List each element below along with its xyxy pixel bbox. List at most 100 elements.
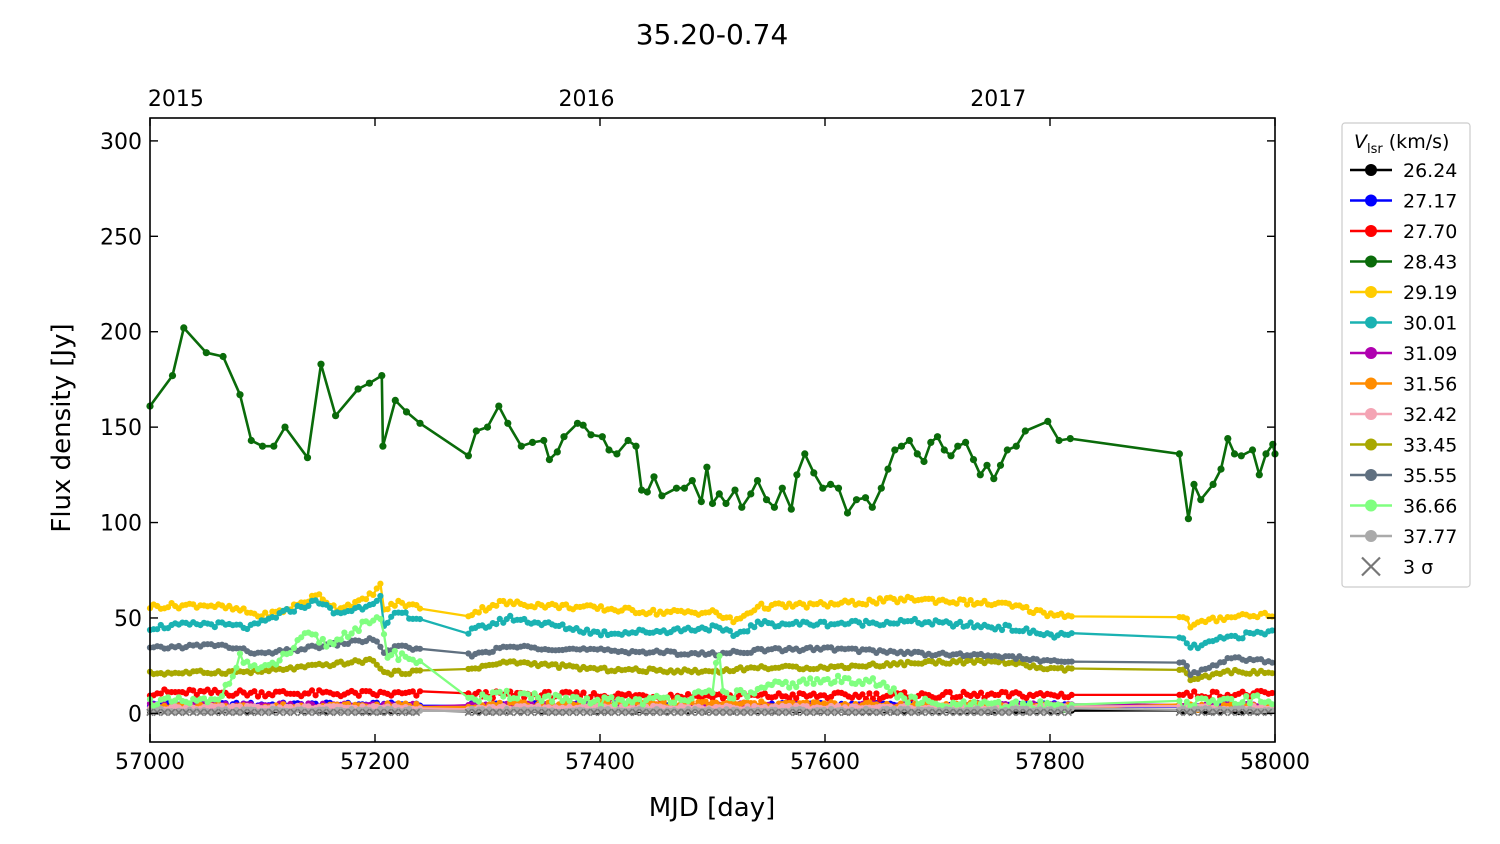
data-point: [154, 626, 161, 633]
data-point: [495, 402, 503, 410]
sigma-marker: [541, 708, 549, 717]
sigma-marker: [1257, 708, 1265, 717]
data-point: [493, 621, 500, 628]
data-point: [186, 700, 193, 707]
data-point: [323, 643, 330, 650]
sigma-marker: [952, 708, 961, 717]
sigma-marker: [189, 708, 197, 717]
legend-marker: [1365, 530, 1377, 542]
data-point: [650, 473, 658, 481]
data-point: [154, 701, 161, 708]
data-point: [303, 454, 312, 462]
data-point: [486, 695, 493, 702]
data-point: [157, 690, 164, 697]
data-point: [583, 626, 591, 633]
sigma-marker: [917, 708, 926, 717]
data-point: [1066, 435, 1074, 443]
data-point: [611, 701, 618, 708]
sigma-marker: [196, 708, 205, 717]
data-point: [1248, 446, 1257, 454]
legend-marker: [1365, 286, 1377, 298]
data-point: [1012, 698, 1020, 705]
data-point: [782, 678, 789, 686]
data-point: [638, 486, 646, 494]
sigma-marker: [645, 708, 654, 717]
data-point: [929, 621, 936, 628]
sigma-marker: [792, 708, 800, 717]
data-point: [608, 694, 615, 701]
legend-sigma-marker: [1361, 556, 1381, 577]
data-point: [555, 693, 563, 700]
data-point: [247, 436, 255, 445]
legend-marker: [1365, 164, 1377, 176]
data-point: [416, 645, 424, 652]
data-point: [969, 456, 978, 464]
sigma-marker: [638, 708, 647, 717]
sigma-marker: [1057, 708, 1066, 717]
data-point: [413, 692, 420, 699]
data-point: [354, 385, 362, 393]
data-point: [538, 698, 545, 705]
data-point: [168, 372, 177, 380]
sigma-marker: [764, 708, 773, 717]
data-point: [500, 693, 507, 700]
data-point: [1255, 471, 1263, 479]
data-point: [1213, 689, 1220, 696]
series-layer: [146, 324, 1279, 716]
sigma-marker: [333, 708, 341, 717]
sigma-marker: [499, 708, 508, 717]
data-point: [957, 618, 964, 626]
data-point: [996, 461, 1005, 469]
sigma-marker: [548, 708, 556, 717]
data-point: [605, 446, 613, 454]
data-point: [1197, 496, 1205, 504]
legend-label: 35.55: [1403, 465, 1457, 487]
data-point: [1068, 630, 1075, 637]
data-point: [281, 423, 289, 431]
data-point: [1254, 692, 1261, 699]
legend-label: 31.09: [1403, 343, 1457, 365]
data-point: [1044, 417, 1052, 425]
legend-item: 26.24: [1350, 160, 1457, 182]
sigma-marker: [757, 708, 766, 717]
data-point: [384, 619, 391, 626]
data-point: [388, 652, 395, 659]
data-point: [960, 596, 967, 604]
data-point: [583, 695, 591, 702]
data-point: [1023, 603, 1030, 611]
sigma-marker: [966, 708, 975, 717]
data-point: [1269, 659, 1276, 666]
data-point: [416, 667, 424, 674]
sigma-marker: [167, 708, 176, 717]
data-point: [373, 638, 380, 645]
legend-label: 27.70: [1403, 221, 1457, 243]
data-point: [1055, 436, 1063, 445]
series-line: [148, 326, 1277, 520]
data-point: [308, 687, 316, 694]
data-point: [332, 412, 340, 420]
sigma-marker: [799, 708, 807, 717]
sigma-marker: [583, 708, 591, 717]
data-point: [503, 687, 510, 694]
data-point: [254, 693, 262, 700]
legend-title: Vlsr (km/s): [1354, 131, 1449, 157]
data-point: [190, 687, 197, 694]
data-point: [597, 632, 605, 639]
legend-item: 32.42: [1350, 404, 1457, 426]
data-point: [650, 606, 657, 613]
data-point: [866, 690, 873, 697]
sigma-marker: [555, 708, 563, 717]
sigma-marker: [750, 708, 759, 717]
data-point: [723, 689, 730, 696]
legend-marker: [1365, 194, 1377, 207]
data-point: [251, 688, 258, 695]
data-point: [891, 446, 899, 454]
data-point: [744, 694, 751, 701]
data-point: [911, 694, 918, 701]
data-point: [472, 427, 480, 435]
sigma-marker: [1190, 708, 1198, 717]
data-point: [1026, 700, 1033, 707]
data-point: [1209, 480, 1217, 488]
sigma-marker: [311, 708, 320, 717]
data-point: [402, 609, 409, 616]
